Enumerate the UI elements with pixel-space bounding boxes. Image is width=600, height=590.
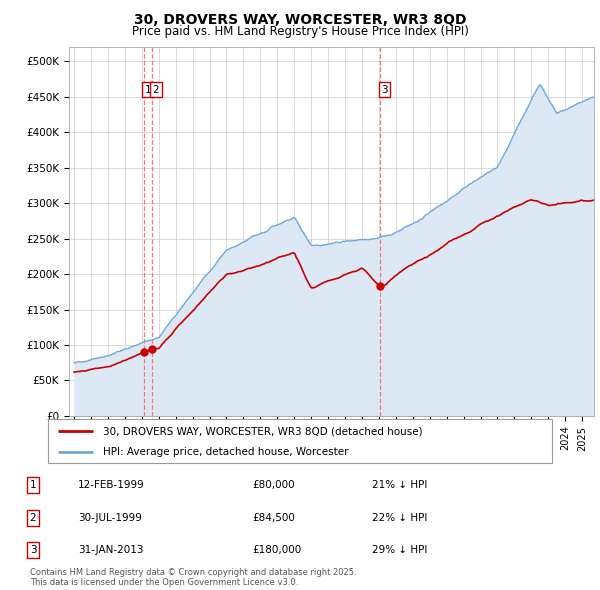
Text: 3: 3 [29, 545, 37, 555]
Text: £180,000: £180,000 [252, 545, 301, 555]
Text: 22% ↓ HPI: 22% ↓ HPI [372, 513, 427, 523]
Text: Contains HM Land Registry data © Crown copyright and database right 2025.
This d: Contains HM Land Registry data © Crown c… [30, 568, 356, 587]
Text: £84,500: £84,500 [252, 513, 295, 523]
Text: 12-FEB-1999: 12-FEB-1999 [78, 480, 145, 490]
Text: 3: 3 [381, 85, 388, 95]
Text: HPI: Average price, detached house, Worcester: HPI: Average price, detached house, Worc… [103, 447, 349, 457]
Text: 30, DROVERS WAY, WORCESTER, WR3 8QD (detached house): 30, DROVERS WAY, WORCESTER, WR3 8QD (det… [103, 427, 423, 436]
Text: 29% ↓ HPI: 29% ↓ HPI [372, 545, 427, 555]
Text: 30, DROVERS WAY, WORCESTER, WR3 8QD: 30, DROVERS WAY, WORCESTER, WR3 8QD [134, 13, 466, 27]
Text: 2: 2 [29, 513, 37, 523]
Text: 30-JUL-1999: 30-JUL-1999 [78, 513, 142, 523]
Text: 31-JAN-2013: 31-JAN-2013 [78, 545, 143, 555]
Text: 1: 1 [29, 480, 37, 490]
Text: Price paid vs. HM Land Registry's House Price Index (HPI): Price paid vs. HM Land Registry's House … [131, 25, 469, 38]
Text: 2: 2 [152, 85, 159, 95]
Text: 1: 1 [145, 85, 151, 95]
Text: 21% ↓ HPI: 21% ↓ HPI [372, 480, 427, 490]
Text: £80,000: £80,000 [252, 480, 295, 490]
FancyBboxPatch shape [48, 419, 552, 463]
